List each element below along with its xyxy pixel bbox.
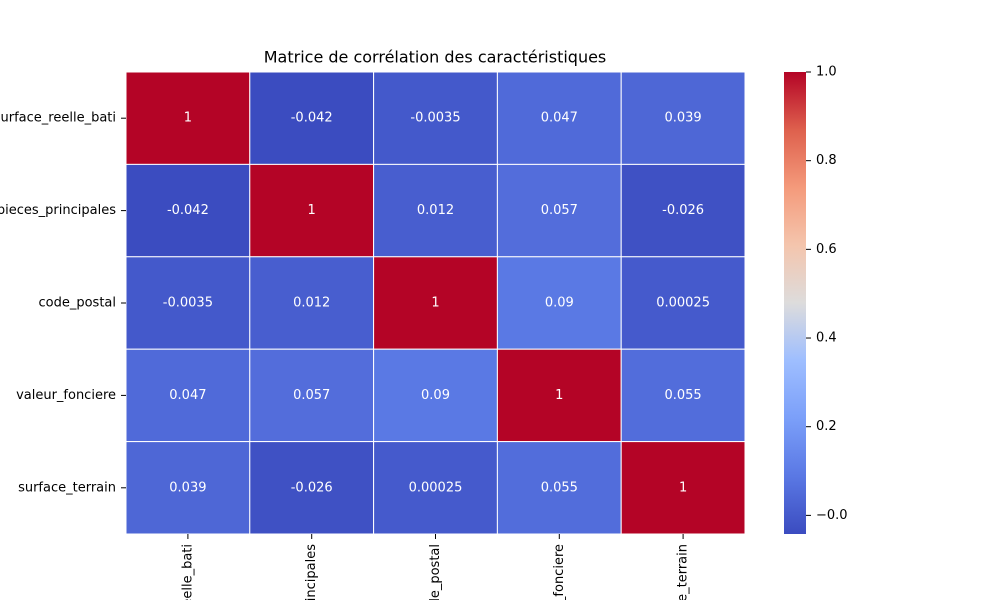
heatmap-cell: [249, 256, 375, 350]
cell-label: 0.00025: [409, 480, 463, 495]
heatmap-cell: [373, 163, 498, 258]
heatmap-cell: [620, 441, 746, 535]
heatmap-cell: [496, 348, 622, 443]
x-tick-label: code_postal: [428, 544, 443, 600]
cell-label: 0.012: [293, 296, 330, 311]
cell-label: 0.00025: [656, 296, 710, 311]
cell-label: -0.042: [291, 111, 333, 126]
y-tick-label: surface_terrain: [18, 480, 116, 495]
cell-label: -0.0035: [163, 296, 213, 311]
colorbar-tick-label: 0.4: [816, 331, 837, 346]
heatmap-cell: [125, 441, 251, 535]
cell-label: 0.039: [664, 111, 701, 126]
heatmap-cell: [373, 256, 498, 350]
cell-label: 0.057: [293, 388, 330, 403]
heatmap-cell: [249, 71, 375, 165]
y-tick-label: nombre_pieces_principales: [0, 203, 116, 218]
cell-label: -0.0035: [410, 111, 460, 126]
cell-label: 1: [308, 203, 316, 218]
cell-label: 0.09: [421, 388, 450, 403]
colorbar-tick-label: 0.6: [816, 242, 837, 257]
cell-label: 0.012: [417, 203, 454, 218]
colorbar-tick-label: −0.0: [816, 508, 848, 523]
colorbar: [784, 72, 806, 534]
heatmap-cell: [373, 441, 498, 535]
heatmap-cell: [620, 348, 746, 443]
colorbar-tick-label: 1.0: [816, 65, 837, 80]
cell-label: 0.057: [541, 203, 578, 218]
cell-label: -0.042: [167, 203, 209, 218]
heatmap-cell: [496, 256, 622, 350]
cell-label: 1: [184, 111, 192, 126]
cell-label: -0.026: [291, 480, 333, 495]
y-tick-label: code_postal: [38, 296, 116, 311]
cell-label: 0.055: [541, 480, 578, 495]
chart-title: Matrice de corrélation des caractéristiq…: [264, 48, 607, 67]
heatmap-cell: [125, 71, 251, 165]
colorbar-tick-label: 0.8: [816, 153, 837, 168]
heatmap-cell: [249, 441, 375, 535]
cell-label: 1: [431, 296, 439, 311]
cell-label: 0.039: [169, 480, 206, 495]
x-tick-label: surface_reelle_bati: [180, 544, 195, 600]
x-tick-label: nombre_pieces_principales: [304, 544, 319, 600]
cell-label: -0.026: [662, 203, 704, 218]
heatmap-cell: [373, 348, 498, 443]
heatmap-cell: [620, 163, 746, 258]
cell-label: 0.055: [664, 388, 701, 403]
x-tick-label: surface_terrain: [676, 544, 691, 600]
cell-label: 0.047: [169, 388, 206, 403]
colorbar-tick-label: 0.2: [816, 419, 837, 434]
cell-label: 1: [555, 388, 563, 403]
cell-label: 1: [679, 480, 687, 495]
heatmap-cell: [373, 71, 498, 165]
y-tick-label: surface_reelle_bati: [0, 111, 116, 126]
heatmap-cell: [125, 163, 251, 258]
heatmap-cell: [496, 71, 622, 165]
cell-label: 0.047: [541, 111, 578, 126]
heatmap-cell: [620, 71, 746, 165]
heatmap-cell: [249, 348, 375, 443]
x-tick-label: valeur_fonciere: [552, 544, 567, 600]
cell-label: 0.09: [545, 296, 574, 311]
heatmap-cell: [620, 256, 746, 350]
y-tick-label: valeur_fonciere: [16, 388, 116, 403]
